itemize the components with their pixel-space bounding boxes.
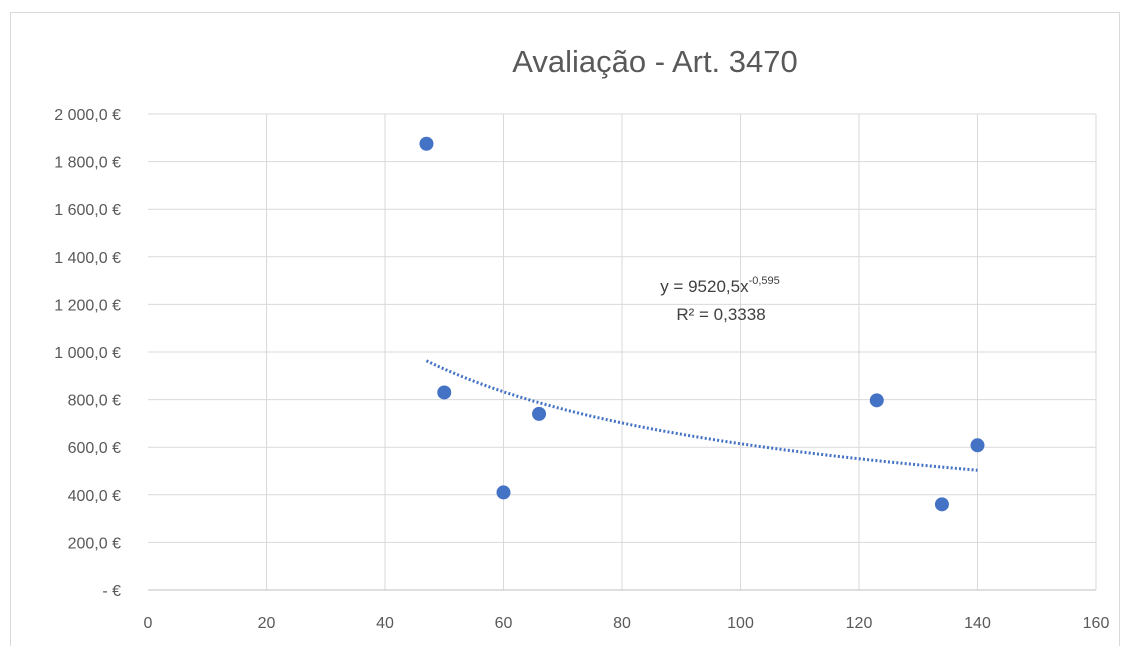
- y-tick-label: 2 000,0 €: [54, 107, 121, 124]
- y-tick-label: - €: [102, 583, 121, 600]
- x-tick-label: 140: [964, 615, 991, 632]
- trendline-equation-exponent: -0,595: [749, 275, 780, 287]
- trendline-equation-base: y = 9520,5x: [660, 277, 749, 296]
- y-tick-label: 1 800,0 €: [54, 155, 121, 172]
- x-tick-label: 120: [846, 615, 873, 632]
- horizontal-gridlines: [148, 113, 1096, 543]
- y-tick-label: 400,0 €: [68, 488, 121, 505]
- data-point: [934, 497, 949, 512]
- x-tick-label: 160: [1083, 615, 1110, 632]
- y-tick-label: 1 200,0 €: [54, 297, 121, 314]
- data-points: [419, 136, 985, 512]
- data-point: [437, 385, 452, 400]
- y-tick-label: 200,0 €: [68, 535, 121, 552]
- x-tick-label: 20: [258, 615, 276, 632]
- data-point: [869, 393, 884, 408]
- x-tick-label: 80: [613, 615, 631, 632]
- x-tick-label: 40: [376, 615, 394, 632]
- data-point: [419, 136, 434, 151]
- data-point: [532, 406, 547, 421]
- x-tick-label: 60: [495, 615, 513, 632]
- y-axis-tick-labels: - € 200,0 € 400,0 € 600,0 € 800,0 € 1 000,0 €…: [54, 107, 121, 600]
- power-trendline: [425, 359, 978, 472]
- data-point: [970, 438, 985, 453]
- y-tick-label: 1 400,0 €: [54, 250, 121, 267]
- trendline-r-squared: R² = 0,3338: [676, 305, 765, 324]
- chart-area: [10, 12, 1120, 646]
- x-tick-label: 0: [144, 615, 153, 632]
- y-tick-label: 600,0 €: [68, 440, 121, 457]
- y-tick-label: 1 000,0 €: [54, 345, 121, 362]
- x-tick-label: 100: [727, 615, 754, 632]
- chart-title: Avaliação - Art. 3470: [512, 44, 798, 79]
- trendline-equation: y = 9520,5x-0,595: [660, 275, 780, 296]
- data-point: [496, 485, 511, 500]
- y-tick-label: 1 600,0 €: [54, 202, 121, 219]
- x-axis-tick-labels: 0 20 40 60 80 100 120 140 160: [144, 615, 1110, 632]
- y-tick-label: 800,0 €: [68, 393, 121, 410]
